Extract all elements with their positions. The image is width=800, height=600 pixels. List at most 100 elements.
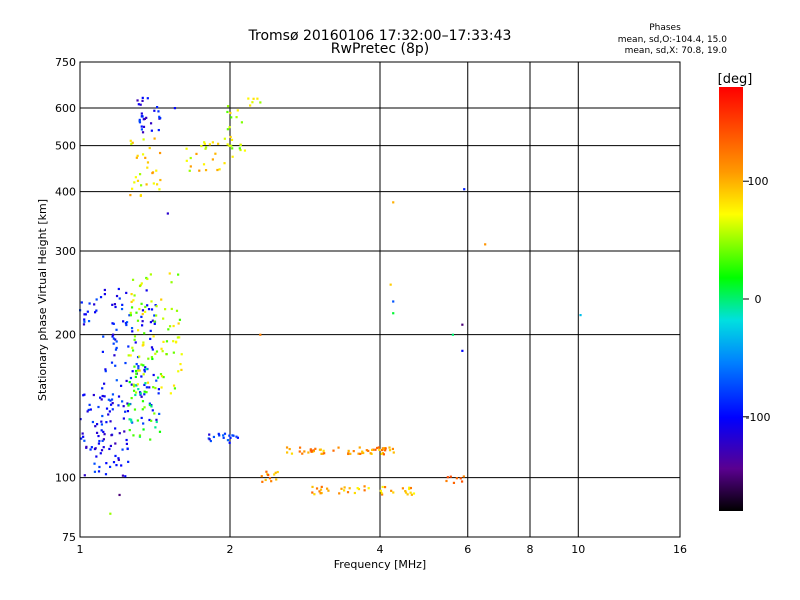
data-point — [136, 419, 139, 422]
data-point — [94, 425, 97, 428]
data-point — [100, 420, 103, 423]
data-point — [148, 418, 151, 422]
data-point — [83, 320, 86, 323]
x-axis: 1 2 4 6 8 10 16 — [77, 543, 688, 556]
data-point — [139, 393, 142, 396]
data-point — [149, 321, 153, 324]
data-point — [142, 428, 145, 431]
data-point — [390, 489, 393, 492]
data-point — [83, 318, 86, 321]
data-point — [238, 147, 241, 150]
data-point — [101, 350, 104, 353]
data-point — [140, 363, 143, 366]
data-point — [228, 144, 231, 148]
data-point — [265, 470, 268, 473]
chart-title: Tromsø 20160106 17:32:00–17:33:43 — [248, 28, 512, 44]
data-point — [131, 349, 135, 352]
x-tick-label: 1 — [77, 543, 84, 556]
data-point — [117, 458, 120, 462]
data-point — [152, 335, 155, 338]
data-point — [129, 376, 133, 380]
data-point — [343, 486, 346, 489]
data-point — [102, 430, 105, 434]
data-point — [452, 481, 456, 484]
data-point — [137, 388, 140, 391]
data-point — [129, 139, 132, 142]
data-point — [367, 487, 370, 490]
data-point — [301, 452, 304, 455]
data-point — [154, 352, 157, 355]
data-point — [100, 449, 104, 452]
data-point — [97, 470, 101, 473]
data-point — [141, 312, 144, 316]
data-point — [148, 386, 151, 389]
data-point — [141, 96, 144, 99]
data-point — [203, 142, 206, 145]
data-point — [101, 387, 104, 390]
data-point — [226, 105, 230, 108]
data-point — [314, 447, 317, 450]
data-point — [131, 141, 134, 144]
data-point — [338, 492, 341, 495]
data-point — [130, 420, 133, 423]
data-point — [82, 435, 85, 438]
data-point — [129, 193, 132, 197]
data-point — [139, 194, 142, 197]
data-point — [229, 135, 232, 139]
y-tick-label: 600 — [55, 102, 76, 115]
data-point — [168, 325, 172, 328]
x-axis-label: Frequency [MHz] — [334, 558, 426, 571]
data-point — [158, 115, 161, 118]
data-point — [143, 370, 146, 373]
data-point — [151, 171, 154, 175]
data-point — [178, 336, 181, 339]
data-point — [401, 487, 404, 490]
data-point — [357, 487, 361, 491]
data-point — [126, 409, 130, 413]
data-point — [318, 448, 322, 451]
data-points — [79, 96, 582, 515]
data-point — [117, 457, 120, 460]
data-point — [98, 439, 101, 443]
data-point — [240, 121, 244, 124]
data-point — [131, 187, 134, 190]
data-point — [94, 447, 97, 450]
data-point — [160, 347, 163, 350]
data-point — [461, 349, 464, 352]
y-tick-label: 200 — [55, 329, 76, 342]
data-point — [115, 294, 119, 298]
data-point — [87, 319, 91, 323]
data-point — [290, 452, 294, 455]
data-point — [273, 473, 276, 476]
data-point — [165, 353, 168, 356]
data-point — [261, 480, 264, 483]
data-point — [102, 335, 105, 338]
data-point — [99, 296, 103, 299]
data-point — [124, 361, 127, 365]
data-point — [309, 448, 312, 451]
data-point — [143, 383, 146, 387]
data-point — [180, 353, 183, 356]
data-point — [131, 370, 134, 373]
data-point — [380, 452, 383, 455]
data-point — [135, 362, 138, 366]
y-axis-label: Stationary phase Virtual Height [km] — [36, 199, 49, 401]
data-point — [155, 314, 158, 317]
stats-o-line: mean, sd,O:-104.4, 15.0 — [618, 35, 728, 45]
data-point — [363, 485, 366, 488]
y-tick-label: 75 — [62, 531, 76, 544]
data-point — [111, 408, 114, 411]
data-point — [114, 364, 117, 367]
data-point — [140, 112, 143, 115]
data-point — [130, 306, 134, 309]
data-point — [85, 445, 88, 448]
data-point — [143, 393, 146, 396]
data-point — [133, 294, 136, 297]
data-point — [160, 375, 164, 378]
data-point — [133, 365, 136, 368]
data-point — [392, 300, 395, 303]
data-point — [138, 173, 142, 176]
data-point — [135, 311, 138, 314]
data-point — [136, 369, 140, 372]
data-point — [114, 454, 117, 458]
